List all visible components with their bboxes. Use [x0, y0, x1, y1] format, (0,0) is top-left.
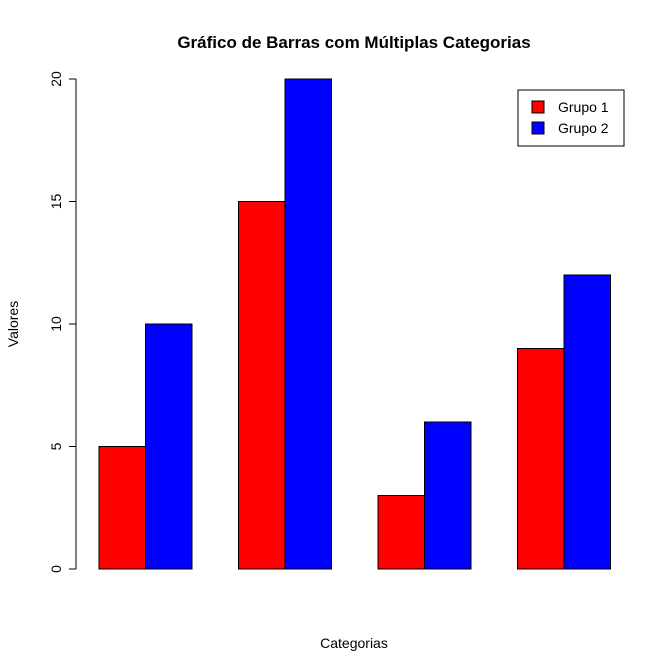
chart-title: Gráfico de Barras com Múltiplas Categori… [177, 33, 530, 52]
y-tick-label: 10 [48, 316, 64, 332]
legend-label: Grupo 2 [558, 120, 609, 136]
y-tick-label: 5 [48, 442, 64, 450]
legend: Grupo 1 Grupo 2 [517, 89, 625, 147]
bar-2-3 [424, 421, 472, 570]
legend-swatch [531, 100, 545, 114]
y-tick-label: 20 [48, 71, 64, 87]
y-axis: 0 5 10 15 20 [48, 71, 77, 573]
bar-1-3 [377, 495, 425, 570]
y-tick-label: 0 [48, 565, 64, 573]
y-tick-label: 15 [48, 194, 64, 210]
x-axis-label: Categorias [320, 635, 388, 651]
legend-label: Grupo 1 [558, 99, 609, 115]
bar-2-2 [284, 78, 332, 570]
bar-2-1 [145, 323, 193, 570]
legend-swatch [531, 121, 545, 135]
bar-1-2 [238, 201, 286, 570]
y-axis-label: Valores [5, 301, 21, 347]
legend-box [517, 89, 625, 147]
bar-1-4 [517, 348, 565, 570]
bars-group [98, 78, 611, 570]
bar-1-1 [98, 446, 146, 570]
bar-2-4 [563, 274, 611, 570]
